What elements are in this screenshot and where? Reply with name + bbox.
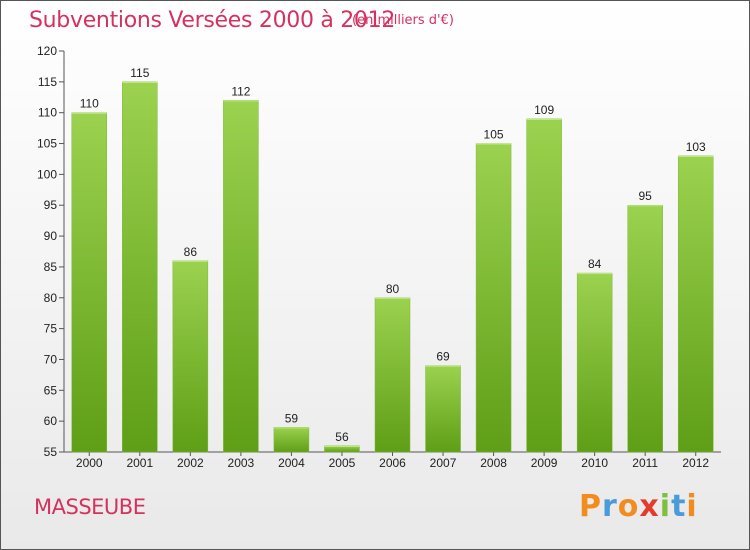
bar-value-label: 115 xyxy=(130,66,149,80)
bar-value-label: 103 xyxy=(686,140,706,154)
bar-value-label: 59 xyxy=(285,411,299,425)
x-tick-label: 2007 xyxy=(430,456,457,470)
logo-letter: i xyxy=(686,489,698,524)
bar-value-label: 109 xyxy=(534,103,554,117)
y-tick-label: 120 xyxy=(37,44,57,58)
logo-letter: P xyxy=(579,489,602,524)
bar xyxy=(223,100,259,453)
y-tick-label: 60 xyxy=(44,414,58,428)
y-tick-label: 90 xyxy=(44,229,58,243)
y-tick-label: 115 xyxy=(38,75,57,89)
bar xyxy=(172,260,209,453)
bar xyxy=(122,81,158,453)
bar-value-label: 95 xyxy=(639,189,653,203)
bar-value-label: 84 xyxy=(588,257,602,271)
place-name: MASSEUBE xyxy=(34,495,146,519)
x-tick-label: 2008 xyxy=(480,456,507,470)
bar xyxy=(526,118,562,453)
x-tick-label: 2012 xyxy=(682,456,709,470)
x-tick-label: 2000 xyxy=(76,456,103,470)
bar-value-label: 86 xyxy=(184,245,198,259)
y-tick-label: 70 xyxy=(44,352,58,366)
logo-letter: o xyxy=(617,489,640,524)
data-labels: 110 115 86 112 59 56 80 69 105 109 84 95 103 xyxy=(80,66,706,444)
y-tick-label: 75 xyxy=(44,322,58,336)
bar-value-label: 80 xyxy=(386,282,400,296)
bar-value-label: 110 xyxy=(80,97,99,111)
y-tick-label: 110 xyxy=(38,106,57,120)
y-tick-label: 65 xyxy=(44,383,58,397)
bar-value-label: 112 xyxy=(231,84,250,98)
y-tick-label: 100 xyxy=(37,167,57,181)
y-tick-label: 80 xyxy=(44,291,58,305)
proxiti-logo: Proxiti xyxy=(579,489,698,524)
axes: 55 60 65 70 75 80 85 90 95 100 105 110 115 120 2000 200… xyxy=(37,44,721,470)
bars xyxy=(71,81,714,453)
x-tick-label: 2009 xyxy=(531,456,558,470)
bar-value-label: 69 xyxy=(436,350,450,364)
y-tick-label: 55 xyxy=(44,445,58,459)
logo-letter: r xyxy=(602,489,618,524)
logo-letter: i xyxy=(659,489,672,524)
x-tick-label: 2004 xyxy=(278,456,305,470)
bar xyxy=(576,272,613,453)
logo-letter: x xyxy=(639,489,660,524)
bar xyxy=(71,112,108,453)
bar xyxy=(374,297,411,453)
x-tick-label: 2002 xyxy=(177,456,204,470)
bar xyxy=(627,204,663,453)
y-tick-label: 105 xyxy=(37,137,57,151)
chart-title: Subventions Versées 2000 à 2012 xyxy=(29,8,396,33)
chart-subtitle: (en milliers d'€) xyxy=(352,13,454,28)
x-tick-label: 2006 xyxy=(379,456,406,470)
x-tick-label: 2003 xyxy=(228,456,255,470)
y-tick-label: 95 xyxy=(44,198,58,212)
x-tick-label: 2011 xyxy=(632,456,658,470)
x-tick-label: 2010 xyxy=(581,456,608,470)
bar xyxy=(273,427,310,453)
y-tick-label: 85 xyxy=(44,260,58,274)
bar-value-label: 105 xyxy=(484,128,504,142)
x-tick-label: 2001 xyxy=(126,456,153,470)
bar xyxy=(425,365,461,453)
bar xyxy=(677,155,714,453)
logo-letter: t xyxy=(671,489,687,524)
bar xyxy=(475,143,512,453)
x-tick-label: 2005 xyxy=(329,456,356,470)
bar-value-label: 56 xyxy=(335,430,349,444)
